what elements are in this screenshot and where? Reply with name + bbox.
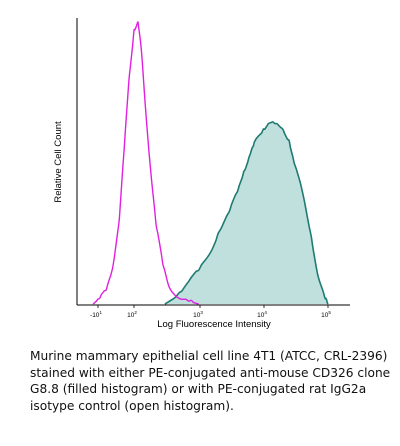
x-tick-label: 104 xyxy=(257,310,267,319)
caption-line: stained with either PE-conjugated anti-m… xyxy=(30,365,391,380)
figure-caption: Murine mammary epithelial cell line 4T1 … xyxy=(30,348,391,414)
x-tick-label: 103 xyxy=(193,310,203,319)
caption-line: G8.8 (filled histogram) or with PE-conju… xyxy=(30,382,367,396)
caption-line: isotype control (open histogram). xyxy=(30,398,234,413)
axes xyxy=(76,18,350,306)
x-ticks: -101 102 103 104 105 xyxy=(90,305,331,319)
x-tick-label: 102 xyxy=(127,310,137,319)
series-layer xyxy=(92,21,329,305)
x-tick-label: 105 xyxy=(321,310,331,319)
x-tick-label: -101 xyxy=(90,310,102,319)
filled-histogram-outline xyxy=(164,121,329,305)
open-histogram-line xyxy=(92,21,199,305)
histogram-plot: -101 102 103 104 105 Log Fluorescence Intens… xyxy=(53,18,350,330)
caption-line: Murine mammary epithelial cell line 4T1 … xyxy=(30,349,388,363)
filled-histogram-area xyxy=(164,121,328,305)
y-axis-label: Relative Cell Count xyxy=(53,121,64,203)
x-axis-label: Log Fluorescence Intensity xyxy=(157,319,271,330)
